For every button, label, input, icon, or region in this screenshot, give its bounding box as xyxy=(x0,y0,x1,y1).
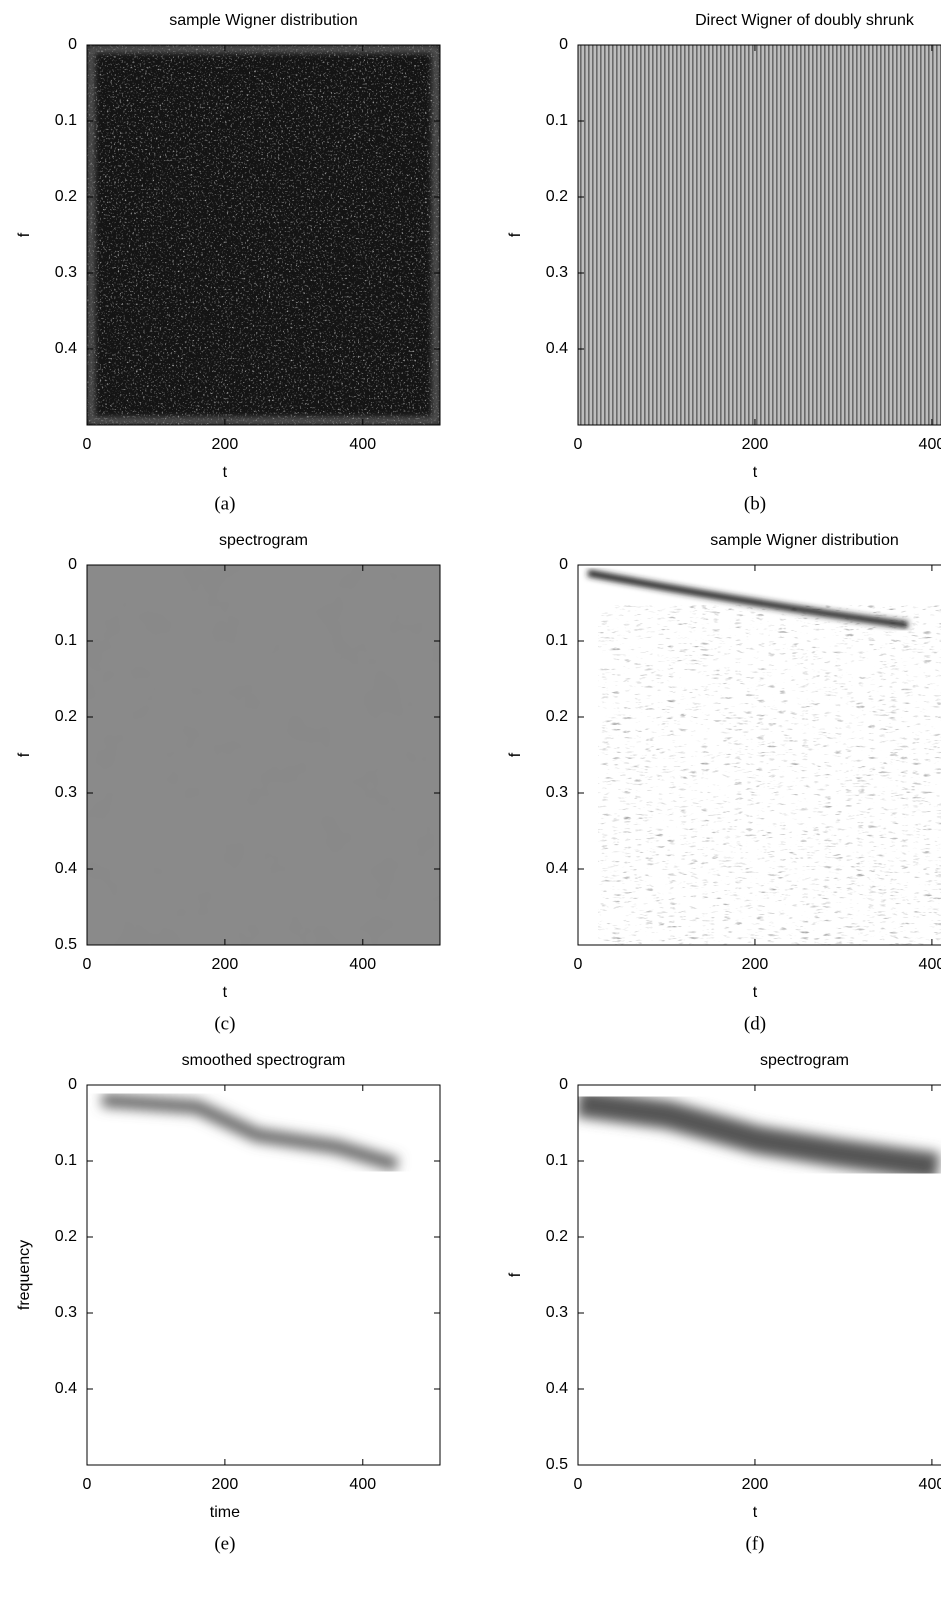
y-tick-label: 0 xyxy=(68,36,77,53)
panel-caption: (a) xyxy=(214,493,235,514)
y-tick-label: 0.1 xyxy=(55,112,77,129)
x-tick-label: 0 xyxy=(574,1476,583,1493)
y-axis-label: f xyxy=(507,232,524,237)
x-tick-label: 200 xyxy=(742,956,769,973)
x-tick-label: 200 xyxy=(212,1476,239,1493)
panel-caption: (f) xyxy=(745,1533,764,1554)
y-tick-label: 0.1 xyxy=(55,1152,77,1169)
x-tick-label: 0 xyxy=(574,956,583,973)
y-tick-label: 0 xyxy=(68,556,77,573)
image-ridge xyxy=(101,1093,400,1172)
axes-frame xyxy=(577,564,941,946)
image-stripes xyxy=(578,45,941,425)
x-axis-label: t xyxy=(753,1504,758,1521)
image-border-glow xyxy=(87,45,440,425)
y-tick-label: 0.1 xyxy=(55,632,77,649)
x-tick-label: 0 xyxy=(83,956,92,973)
axes-frame xyxy=(86,1084,441,1466)
panel-title: Direct Wigner of doubly shrunk xyxy=(695,12,915,29)
panel xyxy=(578,1085,941,1465)
panel-title: sample Wigner distribution xyxy=(710,532,899,549)
y-tick-label: 0.3 xyxy=(55,1304,77,1321)
y-tick-label: 0.3 xyxy=(546,784,568,801)
y-tick-label: 0.5 xyxy=(55,936,77,953)
y-tick-label: 0 xyxy=(559,1076,568,1093)
x-tick-label: 400 xyxy=(919,1476,941,1493)
x-tick-label: 200 xyxy=(742,436,769,453)
image-noise xyxy=(87,565,440,945)
x-tick-label: 400 xyxy=(919,436,941,453)
panel-caption: (d) xyxy=(744,1013,766,1034)
y-tick-label: 0.2 xyxy=(55,1228,77,1245)
x-axis-label: time xyxy=(210,1504,240,1521)
y-tick-label: 0.2 xyxy=(546,1228,568,1245)
y-tick-label: 0.1 xyxy=(546,632,568,649)
y-axis-label: f xyxy=(507,1272,524,1277)
x-axis-label: t xyxy=(753,984,758,1001)
y-tick-label: 0 xyxy=(559,36,568,53)
axes-frame xyxy=(577,1084,941,1466)
x-tick-label: 400 xyxy=(349,436,376,453)
panel xyxy=(87,565,440,945)
panel-title: smoothed spectrogram xyxy=(182,1052,346,1069)
y-tick-label: 0.3 xyxy=(55,264,77,281)
y-tick-label: 0.2 xyxy=(546,708,568,725)
axes-frame xyxy=(86,564,441,946)
y-axis-label: frequency xyxy=(16,1240,33,1310)
y-tick-label: 0.4 xyxy=(55,1380,77,1397)
y-tick-label: 0.4 xyxy=(546,1380,568,1397)
y-tick-label: 0 xyxy=(559,556,568,573)
panel xyxy=(578,565,941,945)
x-axis-label: t xyxy=(223,464,228,481)
panel-title: sample Wigner distribution xyxy=(169,12,358,29)
x-tick-label: 200 xyxy=(212,436,239,453)
y-axis-label: f xyxy=(507,752,524,757)
y-tick-label: 0.2 xyxy=(546,188,568,205)
y-tick-label: 0.1 xyxy=(546,1152,568,1169)
image-background xyxy=(87,1085,440,1465)
y-tick-label: 0.4 xyxy=(546,340,568,357)
panel xyxy=(87,1085,440,1465)
panel xyxy=(578,45,941,425)
y-tick-label: 0.2 xyxy=(55,708,77,725)
y-tick-label: 0.3 xyxy=(546,1304,568,1321)
y-tick-label: 0 xyxy=(68,1076,77,1093)
axes-frame xyxy=(86,44,441,426)
y-tick-label: 0.4 xyxy=(55,340,77,357)
x-tick-label: 200 xyxy=(212,956,239,973)
x-tick-label: 0 xyxy=(574,436,583,453)
panel-caption: (b) xyxy=(744,493,766,514)
x-tick-label: 400 xyxy=(349,1476,376,1493)
panel-title: spectrogram xyxy=(219,532,308,549)
image-noise xyxy=(87,45,440,425)
image-noise xyxy=(598,605,941,945)
x-axis-label: t xyxy=(753,464,758,481)
y-tick-label: 0.3 xyxy=(55,784,77,801)
x-tick-label: 400 xyxy=(349,956,376,973)
x-tick-label: 400 xyxy=(919,956,941,973)
image-ridge xyxy=(587,569,909,629)
y-tick-label: 0.4 xyxy=(55,860,77,877)
x-tick-label: 0 xyxy=(83,436,92,453)
axes-frame xyxy=(577,44,941,426)
y-tick-label: 0.5 xyxy=(546,1456,568,1473)
panel-caption: (c) xyxy=(214,1013,235,1034)
y-axis-label: f xyxy=(16,752,33,757)
panel xyxy=(87,45,440,425)
panel-title: spectrogram xyxy=(760,1052,849,1069)
y-tick-label: 0.1 xyxy=(546,112,568,129)
y-tick-label: 0.4 xyxy=(546,860,568,877)
y-axis-label: f xyxy=(16,232,33,237)
y-tick-label: 0.2 xyxy=(55,188,77,205)
x-axis-label: t xyxy=(223,984,228,1001)
image-ridge xyxy=(578,1089,940,1181)
x-tick-label: 200 xyxy=(742,1476,769,1493)
panel-caption: (e) xyxy=(214,1533,235,1554)
x-tick-label: 0 xyxy=(83,1476,92,1493)
y-tick-label: 0.3 xyxy=(546,264,568,281)
